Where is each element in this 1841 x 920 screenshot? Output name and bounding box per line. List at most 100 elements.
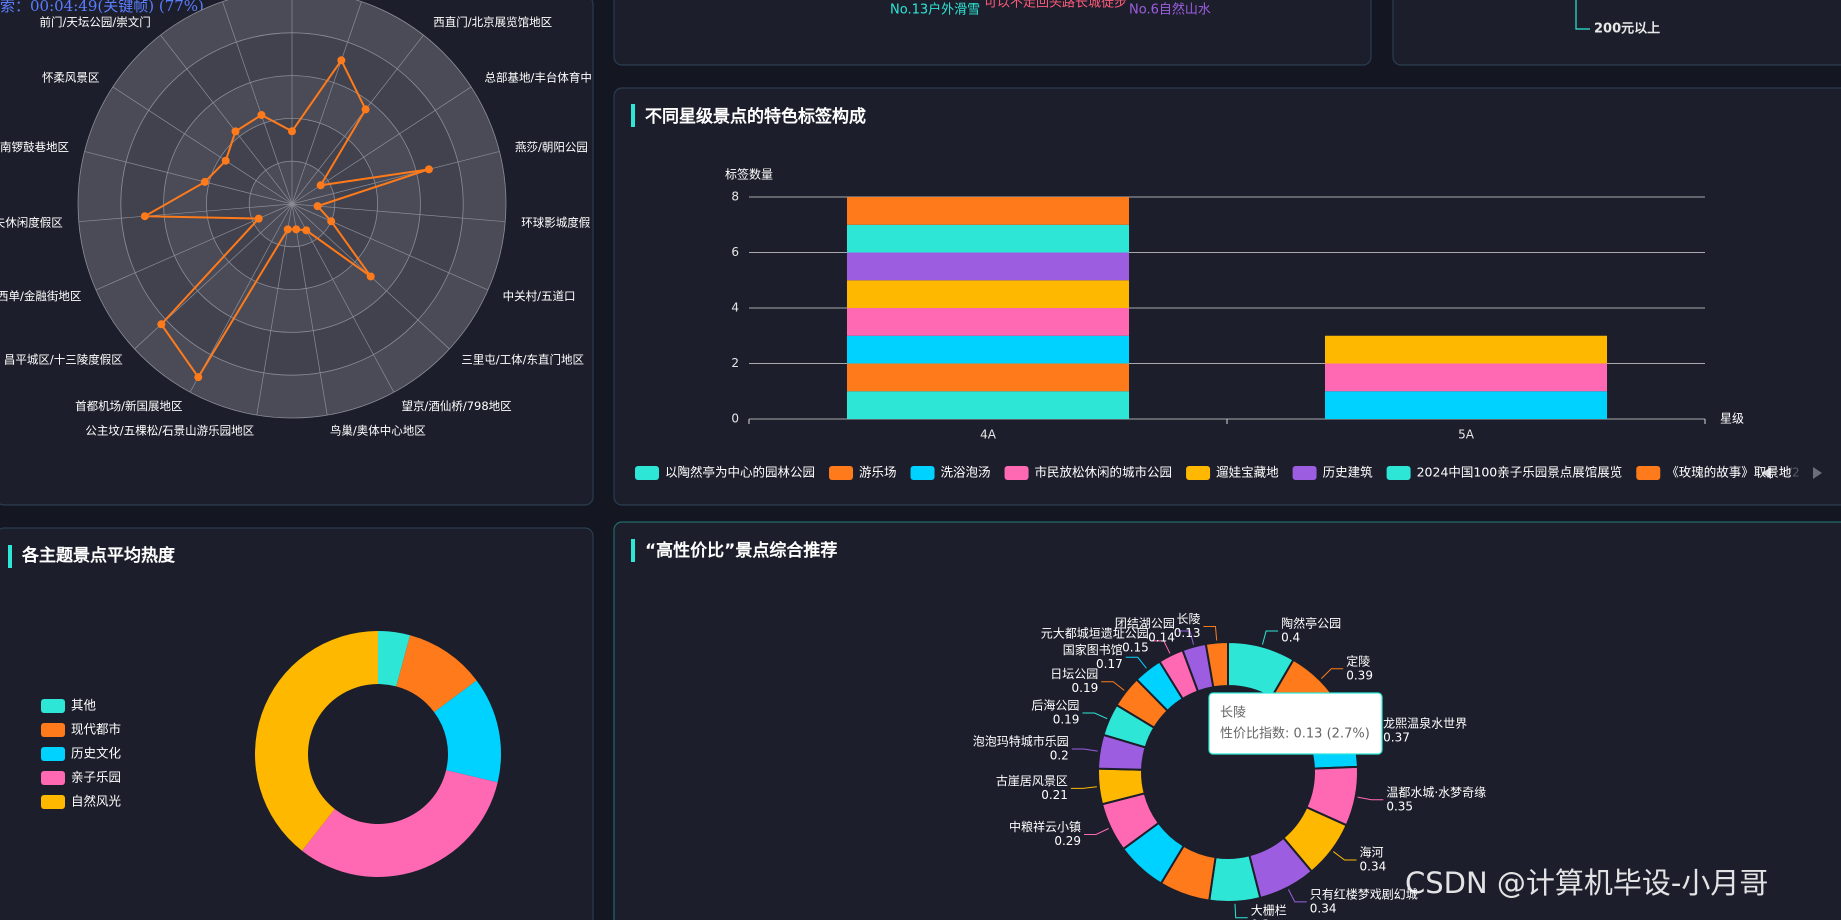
bar-segment bbox=[1324, 335, 1608, 364]
legend-label: 现代都市 bbox=[71, 722, 121, 737]
tooltip-text: 性价比指数: 0.13 (2.7%) bbox=[1220, 727, 1370, 742]
legend-label: 遛娃宝藏地 bbox=[1216, 465, 1279, 480]
y-tick-label: 2 bbox=[731, 356, 739, 370]
bar-segment bbox=[846, 363, 1130, 392]
radar-label: 首都机场/新国展地区 bbox=[75, 399, 182, 413]
legend-swatch bbox=[1636, 466, 1661, 480]
radar-label: 夫休闲度假区 bbox=[0, 215, 63, 229]
legend-label: 《玫瑰的故事》取景地 bbox=[1666, 465, 1792, 480]
slice-value: 0.35 bbox=[1386, 799, 1413, 813]
label-line bbox=[1287, 889, 1307, 903]
label-line bbox=[1101, 681, 1125, 691]
slice-value: 0.19 bbox=[1072, 681, 1099, 695]
y-tick-label: 8 bbox=[731, 190, 739, 204]
legend-label: 以陶然亭为中心的园林公园 bbox=[665, 465, 815, 480]
y-tick-label: 4 bbox=[731, 301, 739, 315]
slice-label: 大栅栏 bbox=[1251, 902, 1287, 917]
label-line bbox=[1084, 828, 1109, 835]
radar-point bbox=[316, 181, 325, 190]
bar-segment bbox=[846, 308, 1130, 336]
radar-spoke bbox=[291, 1, 362, 205]
label-line bbox=[1151, 640, 1171, 654]
fragment-text: 可以不走回头路长城徒步 bbox=[984, 0, 1127, 11]
label-line bbox=[1203, 626, 1218, 641]
legend-next[interactable] bbox=[1813, 467, 1822, 479]
radar-spoke bbox=[291, 151, 500, 205]
legend-swatch bbox=[1186, 466, 1211, 480]
y-axis-label: 标签数量 bbox=[725, 167, 773, 182]
slice-label: 元大都城垣遗址公园 bbox=[1041, 626, 1149, 640]
title-accent bbox=[631, 539, 635, 562]
label-line bbox=[1333, 851, 1357, 861]
radar-label: 前门/天坛公园/崇文门 bbox=[39, 15, 150, 29]
radar-point bbox=[200, 177, 209, 186]
legend-label: 历史建筑 bbox=[1323, 465, 1374, 480]
slice-value: 0.34 bbox=[1310, 901, 1337, 915]
top-panel bbox=[613, 0, 1372, 66]
legend-swatch bbox=[1292, 466, 1317, 480]
fragment-text: No.13户外滑雪 bbox=[890, 2, 980, 18]
radar-point bbox=[292, 225, 301, 234]
slice-label: 中粮祥云小镇 bbox=[1009, 819, 1081, 834]
slice-label: 陶然亭公园 bbox=[1281, 616, 1341, 631]
slice-value: 0.4 bbox=[1281, 631, 1300, 645]
slice-label: 长陵 bbox=[1176, 612, 1200, 626]
radar-point bbox=[194, 373, 203, 382]
legend-label: 自然风光 bbox=[71, 794, 121, 809]
slice-label: 古崖居风景区 bbox=[996, 773, 1068, 788]
radar-point bbox=[327, 217, 336, 226]
label-line bbox=[1261, 630, 1279, 645]
radar-point bbox=[140, 212, 149, 221]
legend-swatch bbox=[1004, 466, 1029, 480]
radar-point bbox=[157, 320, 166, 329]
legend-page: 1/2 bbox=[1780, 466, 1799, 480]
radar-label: 三里屯/工体/东直门地区 bbox=[461, 352, 584, 366]
label-line bbox=[1320, 668, 1344, 680]
bar-segment bbox=[846, 280, 1130, 308]
radar-spoke bbox=[160, 34, 293, 205]
radar-label: 环球影城度假 bbox=[521, 215, 590, 229]
pie-slice bbox=[434, 680, 501, 783]
pie-slice bbox=[396, 635, 477, 713]
slice-label: 海河 bbox=[1360, 844, 1384, 859]
radar-point bbox=[283, 225, 292, 234]
pie-slice bbox=[302, 770, 498, 878]
radar-spoke bbox=[291, 203, 506, 223]
bar-panel bbox=[613, 87, 1841, 506]
charts: 西直门/北京展览馆地区总部基地/丰台体育中燕莎/朝阳公园环球影城度假中关村/五道… bbox=[0, 0, 1792, 920]
y-tick-label: 6 bbox=[731, 245, 739, 259]
label-line bbox=[1125, 656, 1147, 669]
pie-slice bbox=[1204, 640, 1229, 689]
chart-title: 各主题景点平均热度 bbox=[21, 545, 176, 566]
radar-spoke bbox=[291, 203, 328, 416]
radar-point bbox=[337, 56, 346, 65]
legend-swatch bbox=[41, 771, 65, 785]
radar-point bbox=[231, 127, 240, 136]
slice-label: 温都水城·水梦奇缘 bbox=[1386, 785, 1486, 799]
bar-segment bbox=[846, 391, 1130, 419]
title-accent bbox=[631, 104, 635, 127]
legend-prev[interactable] bbox=[1762, 467, 1771, 479]
slice-value: 0.21 bbox=[1041, 788, 1068, 802]
slice-label: 国家图书馆 bbox=[1063, 642, 1123, 657]
slice-value: 0.39 bbox=[1346, 668, 1373, 682]
radar-label: 公主坟/五棵松/石景山游乐园地区 bbox=[85, 423, 254, 437]
radar-line bbox=[141, 58, 430, 379]
slice-value: 0.2 bbox=[1050, 748, 1069, 762]
title-accent bbox=[8, 545, 12, 568]
chart-title: “高性价比”景点综合推荐 bbox=[645, 540, 837, 561]
slice-value: 0.29 bbox=[1054, 834, 1081, 848]
radar-point bbox=[257, 110, 266, 119]
legend-label: 亲子乐园 bbox=[71, 770, 121, 785]
radar-point bbox=[302, 226, 311, 235]
radar-label: 望京/酒仙桥/798地区 bbox=[401, 399, 511, 413]
radar-spoke bbox=[256, 203, 293, 416]
radar-spoke bbox=[291, 203, 489, 291]
legend-swatch bbox=[41, 747, 65, 761]
overlay: 长陵 性价比指数: 0.13 (2.7%) CSDN @计算机毕设-小月哥 bbox=[1208, 692, 1768, 900]
legend-label: 市民放松休闲的城市公园 bbox=[1035, 465, 1173, 480]
radar-label: 总部基地/丰台体育中 bbox=[485, 71, 592, 85]
fragment-text: 200元以上 bbox=[1594, 22, 1660, 37]
